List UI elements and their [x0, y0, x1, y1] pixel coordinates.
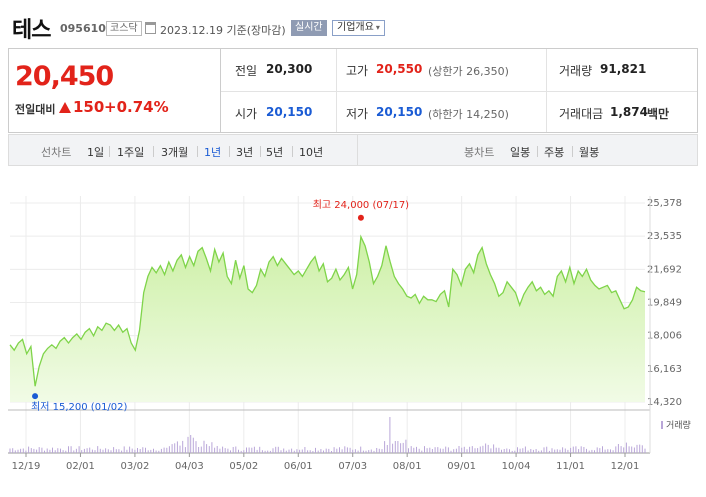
x-tick-label: 07/03 [338, 461, 367, 472]
y-tick-label: 19,849 [647, 298, 682, 309]
lower-limit: (하한가 14,250) [428, 108, 509, 121]
period-3y[interactable]: 3년 [236, 146, 254, 159]
divider [197, 146, 198, 157]
change-label: 전일대비 [15, 103, 56, 116]
divider [153, 146, 154, 157]
high-label: 고가 [346, 64, 369, 78]
upper-limit: (상한가 26,350) [428, 65, 509, 78]
y-tick-label: 14,320 [647, 397, 682, 408]
stock-name: 테스 [12, 18, 51, 43]
change-value: 150 [73, 98, 105, 116]
volume-legend-swatch [661, 421, 663, 429]
x-tick-label: 12/19 [12, 461, 41, 472]
candle-monthly[interactable]: 월봉 [579, 146, 600, 159]
prev-close-label: 전일 [235, 64, 258, 78]
divider [572, 146, 573, 157]
info-col-divider [546, 49, 547, 132]
open-value: 20,150 [266, 105, 313, 119]
reference-date: 2023.12.19 기준(장마감) [160, 24, 286, 37]
low-value: 20,150 [376, 105, 423, 119]
x-tick-label: 11/01 [556, 461, 585, 472]
divider [537, 146, 538, 157]
stock-header: 테스 095610 코스닥 2023.12.19 기준(장마감) 실시간 기업개… [0, 0, 706, 48]
y-tick-label: 18,006 [647, 331, 682, 342]
volume-legend-label: 거래량 [666, 419, 691, 431]
calendar-icon [145, 22, 156, 34]
prev-close-value: 20,300 [266, 62, 313, 76]
divider [292, 146, 293, 157]
period-selector: 선차트 1일 1주일 3개월 1년 3년 5년 10년 봉차트 일봉 주봉 월봉 [8, 134, 698, 166]
period-1w[interactable]: 1주일 [117, 146, 145, 159]
up-triangle-icon [59, 102, 71, 113]
company-overview-dropdown[interactable]: 기업개요 ▾ [332, 20, 385, 36]
candle-chart-label: 봉차트 [464, 146, 495, 159]
info-col-divider [336, 49, 337, 132]
chevron-down-icon: ▾ [375, 23, 380, 32]
candle-daily[interactable]: 일봉 [510, 146, 531, 159]
stock-code: 095610 [60, 22, 106, 35]
divider [260, 146, 261, 157]
period-3m[interactable]: 3개월 [161, 146, 189, 159]
change-percent: +0.74% [104, 98, 169, 116]
section-divider [357, 135, 358, 165]
min-marker [32, 393, 39, 400]
info-row-divider [221, 91, 697, 92]
divider [229, 146, 230, 157]
current-price-box: 20,450 전일대비 150 +0.74% [9, 49, 221, 132]
open-label: 시가 [235, 107, 258, 121]
x-tick-label: 10/04 [502, 461, 531, 472]
min-annotation: 최저 15,200 (01/02) [31, 401, 127, 413]
period-10y[interactable]: 10년 [299, 146, 324, 159]
price-line [9, 234, 646, 387]
x-tick-label: 06/01 [284, 461, 313, 472]
amount-label: 거래대금 [559, 107, 604, 121]
x-tick-label: 04/03 [175, 461, 204, 472]
y-tick-label: 16,163 [647, 364, 682, 375]
x-tick-label: 08/01 [393, 461, 422, 472]
volume-label: 거래량 [559, 64, 593, 78]
period-1y[interactable]: 1년 [204, 146, 222, 159]
high-value: 20,550 [376, 62, 423, 76]
x-tick-label: 12/01 [611, 461, 640, 472]
price-summary: 20,450 전일대비 150 +0.74% 전일 20,300 고가 20,5… [8, 48, 698, 133]
x-tick-label: 02/01 [66, 461, 95, 472]
candle-weekly[interactable]: 주봉 [544, 146, 565, 159]
market-badge: 코스닥 [106, 21, 142, 36]
x-tick-label: 03/02 [120, 461, 149, 472]
amount-unit: 백만 [647, 107, 670, 121]
low-label: 저가 [346, 107, 369, 121]
x-tick-label: 05/02 [229, 461, 258, 472]
realtime-button[interactable]: 실시간 [291, 20, 327, 36]
amount-value: 1,874 [610, 105, 648, 119]
price-chart: 25,378 23,535 21,692 19,849 18,006 16,163 14,3… [8, 196, 691, 472]
price-area [10, 236, 645, 402]
volume-value: 91,821 [600, 62, 647, 76]
current-price: 20,450 [15, 61, 114, 92]
y-tick-label: 21,692 [647, 264, 682, 275]
period-1d[interactable]: 1일 [87, 146, 105, 159]
max-marker [357, 214, 364, 221]
period-5y[interactable]: 5년 [266, 146, 284, 159]
line-chart-label: 선차트 [41, 146, 72, 159]
divider [109, 146, 110, 157]
y-tick-label: 23,535 [647, 231, 682, 242]
x-tick-label: 09/01 [447, 461, 476, 472]
company-overview-label: 기업개요 [337, 22, 374, 33]
y-tick-label: 25,378 [647, 198, 682, 209]
max-annotation: 최고 24,000 (07/17) [313, 199, 409, 211]
